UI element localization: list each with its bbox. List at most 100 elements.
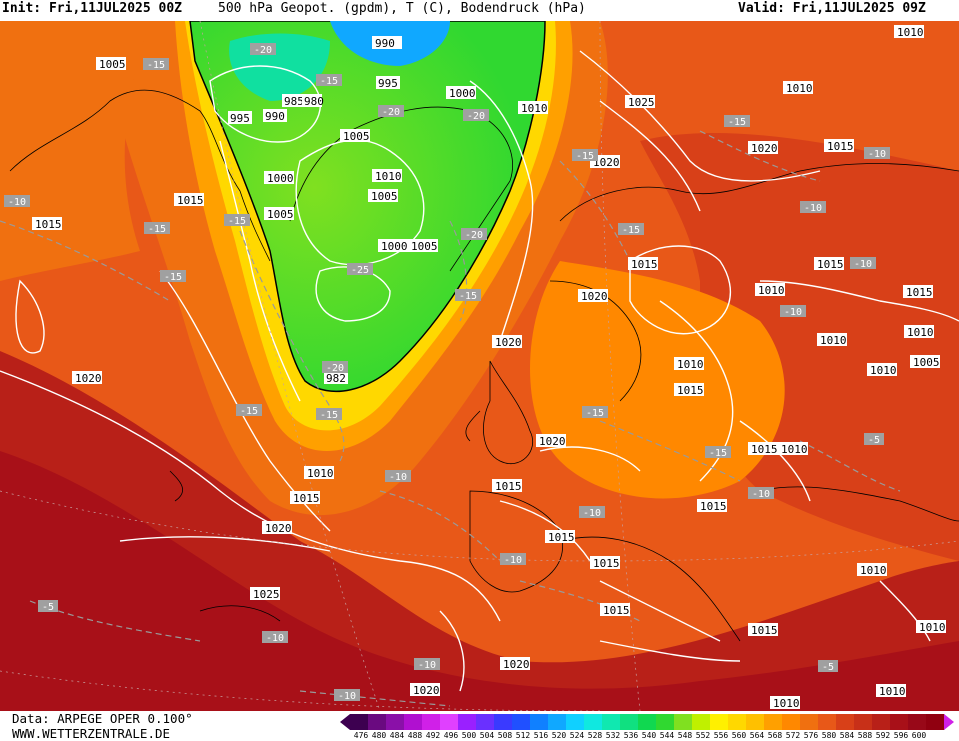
- pressure-label: 1015: [903, 285, 933, 299]
- pressure-label: 1000: [264, 171, 294, 185]
- isotherm-label-m20c: -20: [467, 111, 485, 122]
- pressure-label: 1015: [748, 442, 778, 456]
- pressure-label: 1010: [755, 283, 785, 297]
- isobar-label-1015f: 1015: [906, 286, 933, 299]
- legend-tick-label: 536: [623, 731, 639, 740]
- temp-label: -10: [850, 257, 876, 270]
- isotherm-label-m20e: -20: [326, 363, 344, 374]
- isobar-label-1005c: 1005: [371, 190, 398, 203]
- isotherm-label-m5b: -5: [42, 602, 54, 613]
- legend-swatch: [350, 714, 369, 730]
- pressure-label: 1015: [32, 217, 62, 231]
- legend-tick-label: 476: [353, 731, 369, 740]
- init-time: Init: Fri,11JUL2025 00Z: [2, 1, 183, 16]
- pressure-label: 1005: [96, 57, 126, 71]
- isobar-label-995: 995: [378, 77, 398, 90]
- pressure-label: 1025: [250, 587, 280, 601]
- legend-tick-label: 576: [803, 731, 819, 740]
- valid-time: Valid: Fri,11JUL2025 09Z: [738, 1, 926, 16]
- website: WWW.WETTERZENTRALE.DE: [12, 726, 171, 741]
- isotherm-label-m25: -25: [351, 265, 369, 276]
- pressure-label: 1010: [876, 684, 906, 698]
- isotherm-label-m10j: -10: [266, 633, 284, 644]
- legend-tick-label: 492: [425, 731, 441, 740]
- color-legend: [340, 714, 954, 730]
- temp-label: -10: [262, 631, 288, 644]
- pressure-label: 1015: [290, 491, 320, 505]
- legend-swatch: [386, 714, 405, 730]
- pressure-label: 1000: [378, 239, 408, 253]
- pressure-label: 1015: [545, 530, 575, 544]
- legend-tick-label: 504: [479, 731, 495, 740]
- legend-tick-label: 524: [569, 731, 585, 740]
- temp-label: -15: [455, 289, 481, 302]
- isobar-label-1020h: 1020: [503, 658, 530, 671]
- pressure-label: 1010: [817, 333, 847, 347]
- pressure-label: 1010: [518, 101, 548, 115]
- isobar-label-1015i: 1015: [495, 480, 522, 493]
- legend-arrow-left: [340, 714, 350, 730]
- pressure-label: 990: [263, 109, 287, 123]
- temp-label: -5: [818, 660, 838, 673]
- isobar-label-1010k: 1010: [307, 467, 334, 480]
- legend-swatch: [674, 714, 693, 730]
- isotherm-label-m10b: -10: [8, 197, 26, 208]
- legend-swatch: [692, 714, 711, 730]
- isotherm-label-m10h: -10: [583, 508, 601, 519]
- temp-label: -5: [38, 600, 58, 613]
- temp-label: -15: [572, 149, 598, 162]
- pressure-label: 1000: [446, 86, 476, 100]
- temp-label: -15: [705, 446, 731, 459]
- pressure-label: 1005: [264, 207, 294, 221]
- isotherm-label-m15a: -15: [147, 60, 165, 71]
- isobar-label-1015n: 1015: [603, 604, 630, 617]
- isobar-label-1015o: 1015: [751, 624, 778, 637]
- isotherm-label-m10l: -10: [338, 691, 356, 702]
- legend-swatch: [764, 714, 783, 730]
- legend-tick-label: 556: [713, 731, 729, 740]
- map-canvas: 1005 990 995 1000 985 980 995 990 1005 1…: [0, 21, 959, 711]
- legend-tick-label: 552: [695, 731, 711, 740]
- isobar-label-1010c: 1010: [897, 26, 924, 39]
- legend-tick-label: 584: [839, 731, 855, 740]
- pressure-label: 1010: [674, 357, 704, 371]
- isobar-label-1000b: 1000: [267, 172, 294, 185]
- isobar-label-1010o: 1010: [773, 697, 800, 710]
- temp-label: -10: [800, 201, 826, 214]
- legend-swatch: [710, 714, 729, 730]
- legend-swatch: [854, 714, 873, 730]
- pressure-label: 1015: [628, 257, 658, 271]
- pressure-label: 1015: [174, 193, 204, 207]
- isobar-label-1010a: 1010: [521, 102, 548, 115]
- data-source: Data: ARPEGE OPER 0.100°: [12, 711, 193, 726]
- temp-label: -15: [160, 270, 186, 283]
- isotherms: [0, 130, 901, 707]
- pressure-label: 995: [376, 76, 400, 90]
- isobar-label-1005d: 1005: [267, 208, 294, 221]
- temp-label: -15: [316, 74, 342, 87]
- isotherm-label-m15m: -15: [709, 448, 727, 459]
- legend-tick-label: 588: [857, 731, 873, 740]
- pressure-label: 1005: [340, 129, 370, 143]
- isobar-label-1020f: 1020: [539, 435, 566, 448]
- isobar-label-1020d: 1020: [495, 336, 522, 349]
- graticule: [0, 21, 959, 711]
- legend-tick-label: 480: [371, 731, 387, 740]
- isotherm-label-m10f: -10: [389, 472, 407, 483]
- isobar-label-1010n: 1010: [879, 685, 906, 698]
- isobar-label-1015k: 1015: [700, 500, 727, 513]
- isobar-label-1010d: 1010: [375, 170, 402, 183]
- pressure-label: 1005: [368, 189, 398, 203]
- legend-tick-label: 592: [875, 731, 891, 740]
- legend-swatch: [548, 714, 567, 730]
- temp-label: -15: [144, 222, 170, 235]
- pressure-label: 1015: [600, 603, 630, 617]
- isobar-label-1020b: 1020: [751, 142, 778, 155]
- legend-tick-label: 560: [731, 731, 747, 740]
- isobar-label-1020c: 1020: [581, 290, 608, 303]
- legend-tick-label: 488: [407, 731, 423, 740]
- isobar-label-1025a: 1025: [628, 96, 655, 109]
- pressure-label: 1025: [625, 95, 655, 109]
- temperature-labels: -15 -20 -15 -20 -20 -15 -15 -10 -10 -15 …: [4, 43, 890, 702]
- isotherm-label-m10a: -10: [868, 149, 886, 160]
